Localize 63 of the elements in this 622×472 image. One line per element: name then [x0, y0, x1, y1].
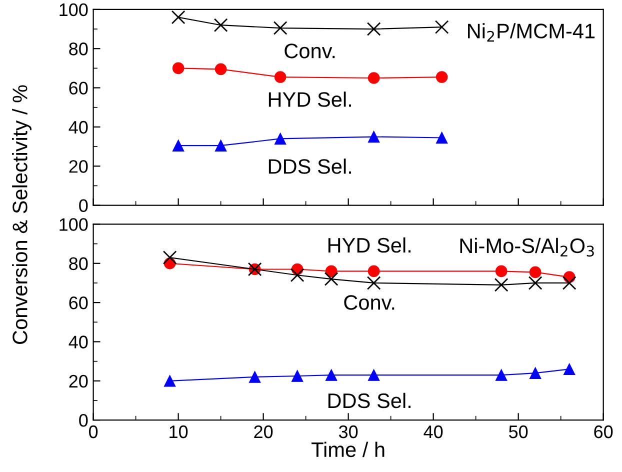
y-tick-label: 60	[69, 82, 88, 95]
point	[274, 132, 286, 145]
point	[494, 278, 508, 292]
point	[366, 22, 381, 36]
point	[248, 371, 261, 383]
point	[368, 369, 380, 381]
point	[368, 130, 380, 143]
point	[291, 370, 304, 382]
point	[325, 369, 338, 381]
point	[214, 63, 227, 76]
series-label: DDS Sel.	[268, 158, 351, 174]
series-label: Conv.	[284, 44, 335, 58]
series-label: HYD Sel.	[328, 237, 411, 253]
y-tick-label: 0	[79, 199, 88, 212]
y-tick-label: 40	[68, 336, 88, 348]
point	[495, 369, 508, 381]
series-label: Conv.	[344, 295, 394, 310]
series-label: DDS Sel.	[328, 392, 411, 408]
point	[529, 266, 542, 278]
annotation: Ni-Mo-S/Al$_{2}$O$_{3}$	[460, 238, 594, 257]
point	[563, 363, 576, 376]
x-axis-title: Time / h	[312, 442, 384, 458]
y-tick-label: 40	[68, 120, 88, 134]
y-tick-label: 80	[69, 42, 88, 56]
x-tick-label: 30	[338, 425, 358, 438]
point	[436, 132, 448, 144]
point	[171, 10, 186, 24]
x-tick-label: 0	[88, 425, 98, 438]
point	[162, 250, 177, 264]
y-axis-title: Conversion & Selectivity / %	[12, 85, 32, 344]
point	[324, 272, 338, 286]
point	[172, 62, 184, 74]
x-tick-label: 60	[594, 425, 613, 438]
y-tick-label: 20	[69, 374, 88, 388]
y-tick-label: 20	[69, 160, 88, 173]
x-tick-label: 20	[254, 425, 273, 438]
point	[290, 268, 304, 282]
point	[528, 276, 542, 290]
point	[214, 140, 227, 152]
point	[368, 265, 380, 278]
x-tick-label: 40	[424, 425, 443, 438]
y-tick-label: 60	[69, 296, 88, 310]
point	[172, 140, 184, 152]
point	[164, 375, 176, 387]
y-tick-label: 0	[79, 414, 88, 427]
point	[273, 21, 288, 35]
y-tick-label: 80	[69, 257, 88, 270]
x-tick-label: 50	[509, 425, 528, 438]
point	[366, 276, 381, 290]
x-tick-label: 10	[170, 425, 188, 438]
point	[495, 265, 508, 278]
point	[436, 71, 448, 83]
point	[529, 367, 542, 379]
y-tick-label: 100	[60, 3, 88, 16]
point	[274, 71, 286, 83]
annotation: Ni$_{2}$P/MCM-41	[468, 23, 595, 42]
point	[368, 72, 380, 84]
y-tick-label: 100	[60, 218, 88, 231]
point	[325, 265, 338, 278]
series-label: HYD Sel.	[268, 92, 351, 107]
point	[434, 20, 449, 34]
point	[562, 276, 576, 290]
point	[214, 18, 228, 32]
